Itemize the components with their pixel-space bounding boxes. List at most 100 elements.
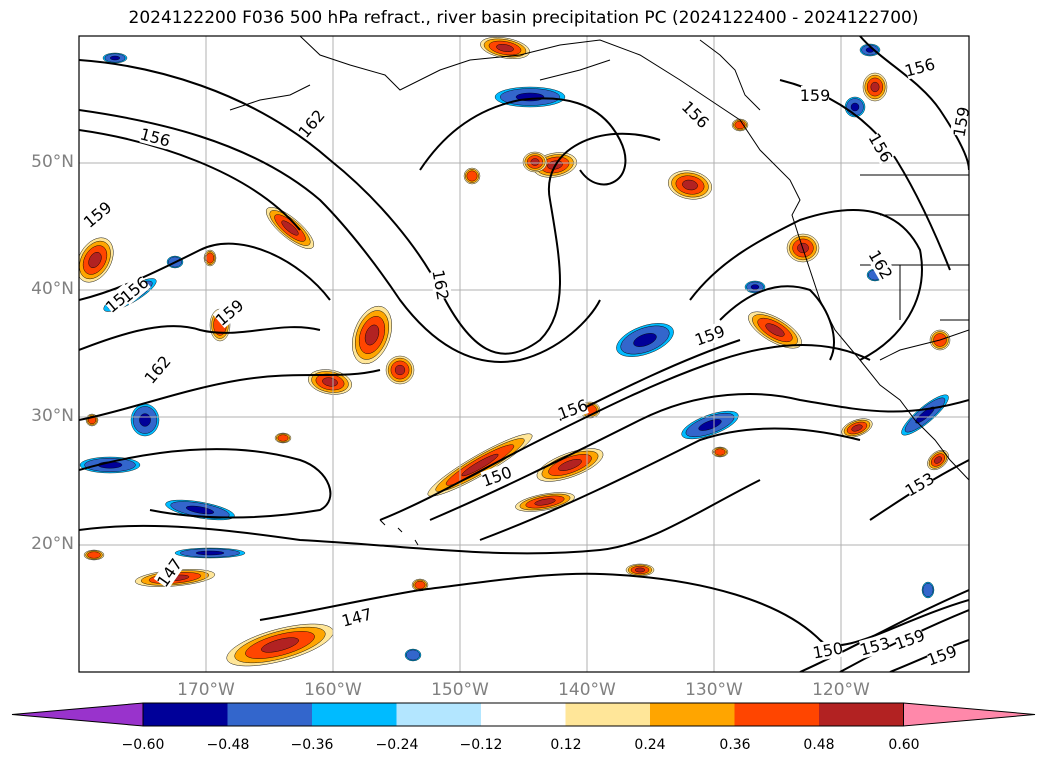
precip-shade-layer [714,448,726,456]
precip-shade-layer [922,583,934,598]
precip-positive-blob [308,369,352,395]
precip-shade-layer [406,649,421,661]
precip-positive-blob [427,433,533,497]
colorbar-tick: 0.24 [634,737,666,753]
precip-shade-layer [277,434,289,442]
precip-negative-blob [921,581,935,599]
precip-negative-blob [130,403,160,437]
contour-label-bg [858,633,891,659]
contour-label-bg [925,641,958,669]
precip-shade-layer [634,567,646,573]
precip-shade-layer [633,333,657,347]
colorbar-tick: 0.60 [888,737,920,753]
precip-positive-blob [711,446,729,458]
lon-label-140w: 140°W [558,680,616,700]
contour-label-bg [141,352,174,386]
refractivity-contours [79,36,969,672]
precip-positive-blob [625,563,655,577]
precip-shade-layer [466,170,478,182]
lat-label-50n: 50°N [31,152,74,172]
colorbar-extend-min [11,702,144,727]
precip-shade-layer [850,102,860,112]
contour-label: 159 [800,86,831,105]
precip-negative-blob [616,323,674,357]
precip-shade-layer [322,377,338,387]
grid-lines [79,36,969,672]
precip-positive-blob [522,151,548,173]
precip-positive-blob [731,118,749,132]
precip-shade-layer [530,158,540,166]
colorbar-tick: 0.36 [719,737,751,753]
precip-positive-blob [862,72,888,102]
colorbar-swatch [565,703,650,726]
precip-negative-blob [859,43,881,57]
colorbar-swatch [819,703,904,726]
precip-shade-layer [682,179,698,191]
colorbar-tick: −0.36 [290,737,334,753]
precip-negative-blob [165,499,235,521]
contour-label-bg [903,54,936,80]
precip-positive-blob [748,311,802,349]
colorbar-swatch [227,703,312,726]
coastlines [229,36,969,546]
contour-label: 159 [924,641,959,669]
contour-label-bg [949,106,969,138]
contour-label: 156 [138,124,172,150]
contour-label-bg [117,273,151,306]
precip-positive-blob [265,207,315,249]
precip-positive-blob [411,578,429,592]
colorbar-swatch [481,703,566,726]
contour-label-bg [801,86,829,104]
colorbar-extend-max [903,702,1036,727]
contour-label-bg [693,321,726,349]
lon-label-150w: 150°W [431,680,489,700]
precip-positive-blob [226,623,334,667]
precip-positive-blob [352,305,392,365]
precip-shade-layer [496,44,514,52]
contour-label-bg [866,247,896,282]
contour-label: 156 [865,130,897,166]
precip-shade-layer [195,550,225,556]
precip-shade-layer [394,364,406,376]
contour-label: 147 [340,604,374,630]
contour-label: 159 [80,198,116,232]
precip-negative-blob [404,648,422,662]
precip-shade-layer [870,81,880,93]
contour-label: 159 [949,105,973,138]
contour-label: 156 [903,54,937,80]
contour-label-bg [893,625,926,653]
plot-frame [78,35,970,673]
lon-label-130w: 130°W [685,680,743,700]
lat-label-30n: 30°N [31,406,74,426]
precip-shade-layer [750,284,760,290]
contour-label-bg [556,395,589,423]
precip-positive-blob [927,449,949,471]
contour-label-bg [153,555,185,590]
lat-label-40n: 40°N [31,279,74,299]
lon-label-170w: 170°W [177,680,235,700]
colorbar [11,702,1036,727]
precip-shade-layer [109,55,120,61]
colorbar-tick: −0.24 [375,737,419,753]
precip-negative-blob [901,394,949,436]
precip-shade-layer [88,252,102,268]
contour-label-bg [295,106,328,140]
precip-shade-layer [534,498,556,506]
contour-label-bg [139,124,172,150]
contour-labels: 156 1621591621561591561591531561621591621… [80,54,973,670]
colorbar-tick: −0.48 [206,737,250,753]
precip-positive-blob [667,170,713,200]
precip-positive-blob [480,37,530,59]
contour-label-bg [902,469,937,499]
contour-label-bg [480,462,513,490]
precip-negative-blob [174,547,246,559]
contour-label: 159 [892,625,927,653]
contour-label: 156 [678,97,713,132]
precip-shade-layer [139,413,151,427]
colorbar-swatch [396,703,481,726]
lat-label-20n: 20°N [31,534,74,554]
contour-label-bg [340,604,373,630]
precip-positive-blob [515,492,575,512]
lon-label-120w: 120°W [812,680,870,700]
